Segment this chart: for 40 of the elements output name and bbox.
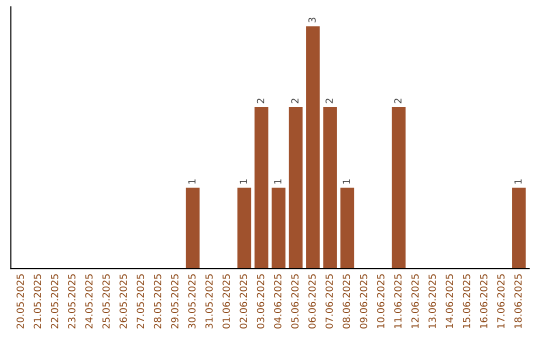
data-label: 3: [308, 18, 316, 22]
x-tick-label: 18.06.2025: [514, 274, 522, 328]
x-tick-label: 13.06.2025: [428, 274, 436, 328]
x-tick-label: 22.05.2025: [50, 274, 58, 328]
x-tick-label: 17.06.2025: [497, 274, 505, 328]
x-tick-label: 03.06.2025: [256, 274, 264, 328]
x-tick-label: 31.05.2025: [205, 274, 213, 328]
data-label: 2: [291, 98, 298, 104]
x-tick-label: 28.05.2025: [154, 274, 162, 328]
x-tick-label: 09.06.2025: [360, 274, 368, 328]
x-tick-label: 21.05.2025: [34, 274, 42, 328]
x-tick-label: 10.06.2025: [377, 274, 384, 328]
x-tick-label: 27.05.2025: [136, 274, 144, 328]
x-tick-label: 05.06.2025: [291, 274, 299, 328]
x-tick-label: 14.06.2025: [446, 274, 454, 328]
x-tick-label: 16.06.2025: [480, 274, 488, 328]
data-label: 2: [256, 98, 264, 104]
x-tick-label: 26.05.2025: [120, 274, 127, 328]
data-label: 2: [326, 98, 333, 104]
x-tick-label: 30.05.2025: [188, 274, 196, 328]
x-tick-label: 25.05.2025: [102, 274, 110, 328]
data-label: 1: [274, 179, 282, 184]
data-label: 1: [240, 179, 247, 184]
x-tick-label: 06.06.2025: [308, 274, 316, 328]
x-tick-label: 01.06.2025: [222, 274, 230, 328]
x-tick-label: 24.05.2025: [85, 274, 93, 328]
data-label: 1: [188, 179, 196, 184]
x-tick-label: 15.06.2025: [462, 274, 470, 328]
x-tick-label: 08.06.2025: [342, 274, 350, 328]
data-label: 1: [514, 179, 522, 184]
x-tick-label: 12.06.2025: [411, 274, 419, 328]
x-tick-label: 23.05.2025: [68, 274, 76, 328]
x-tick-label: 20.05.2025: [16, 274, 24, 328]
data-label: 1: [342, 179, 350, 184]
x-tick-label: 29.05.2025: [171, 274, 178, 328]
x-tick-label: 11.06.2025: [394, 274, 402, 328]
x-tick-label: 02.06.2025: [240, 274, 248, 328]
x-tick-label: 04.06.2025: [274, 274, 282, 328]
x-tick-label: 07.06.2025: [326, 274, 333, 328]
data-label: 2: [394, 98, 402, 104]
